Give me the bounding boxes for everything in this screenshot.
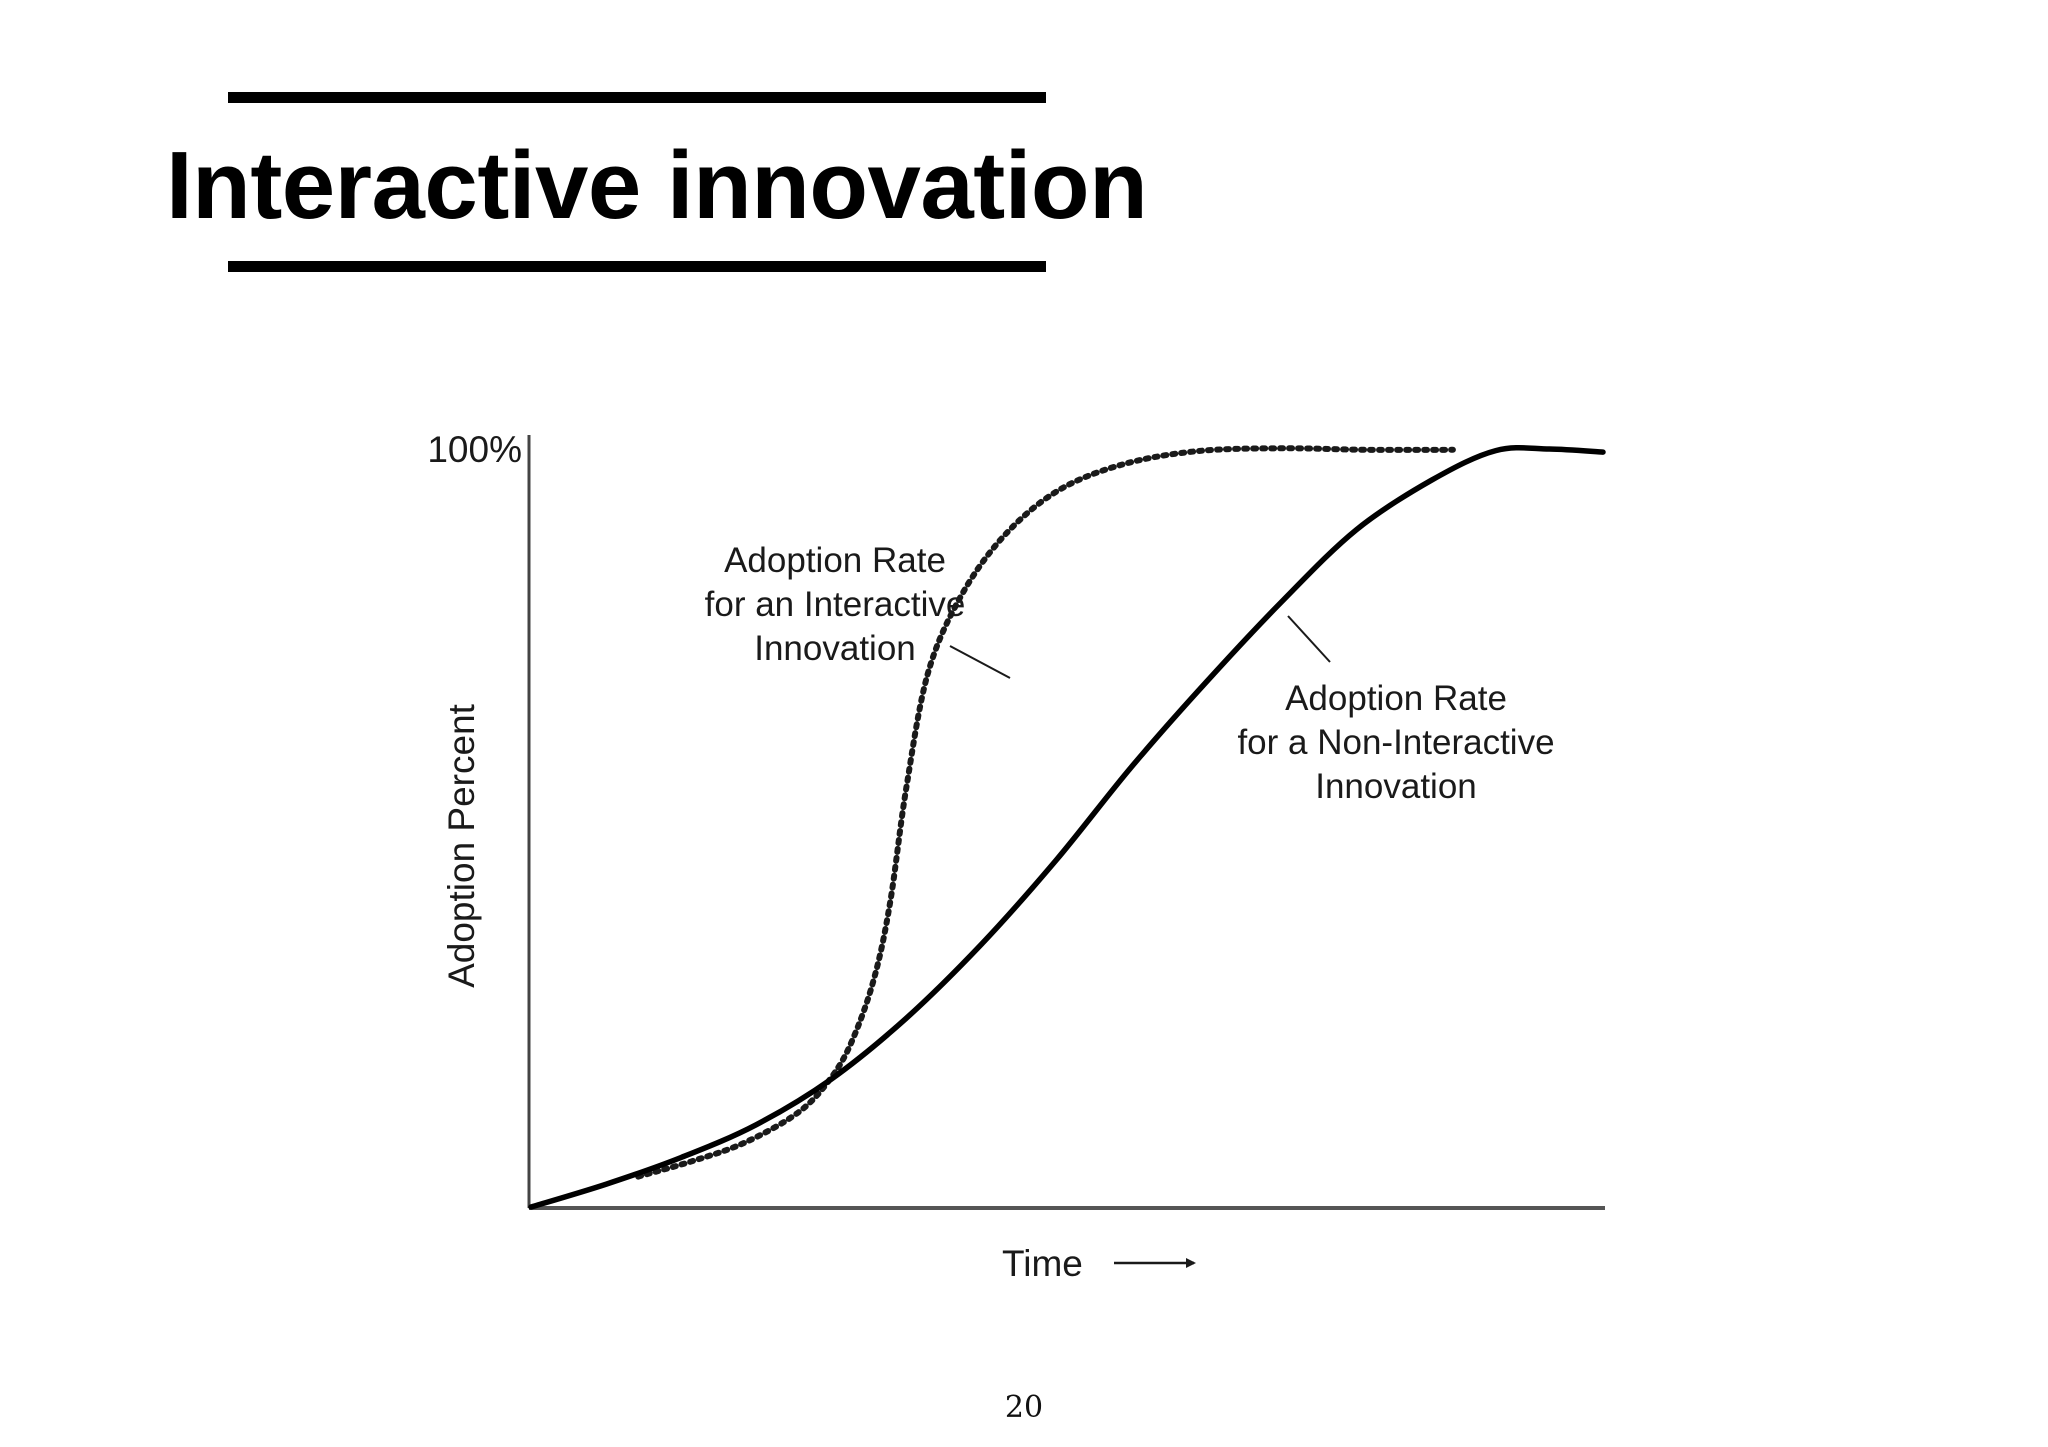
page-number: 20	[1004, 1390, 1044, 1425]
x-axis-label: Time	[1002, 1243, 1083, 1284]
interactive-label-line-2: for an Interactive	[705, 585, 966, 624]
non-interactive-label-line-3: Innovation	[1315, 767, 1477, 806]
non-interactive-label-line-2: for a Non-Interactive	[1237, 723, 1554, 762]
y-tick-label-100: 100%	[427, 429, 522, 470]
title-rule-top	[228, 92, 1046, 103]
y-axis-label: Adoption Percent	[441, 703, 482, 988]
non-interactive-series-annotation: Adoption Rate for a Non-Interactive Inno…	[1237, 615, 1555, 806]
title-rule-bottom	[228, 261, 1046, 272]
interactive-series-annotation: Adoption Rate for an Interactive Innovat…	[705, 541, 1011, 679]
interactive-label-line-3: Innovation	[754, 629, 916, 668]
slide-title: Interactive innovation	[166, 132, 1148, 239]
non-interactive-adoption-curve	[528, 445, 1606, 1210]
interactive-label-leader	[949, 645, 1011, 679]
interactive-label-line-1: Adoption Rate	[724, 541, 946, 580]
non-interactive-label-line-1: Adoption Rate	[1285, 679, 1507, 718]
interactive-adoption-curve	[635, 445, 1456, 1180]
non-interactive-label-leader	[1287, 615, 1331, 663]
